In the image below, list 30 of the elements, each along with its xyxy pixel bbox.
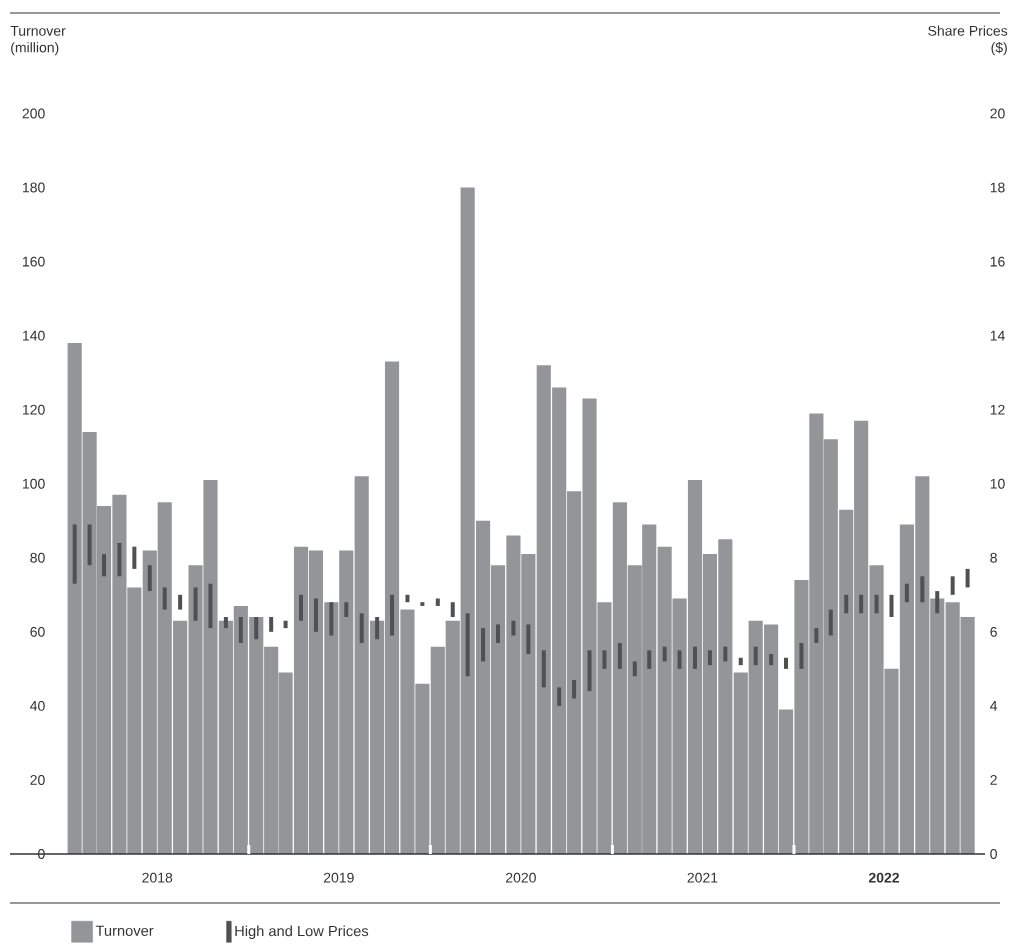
x-tick-label: 2021 (687, 872, 718, 883)
y-tick-label: 100 (23, 478, 45, 489)
x-tick-label: 2020 (506, 872, 536, 883)
legend-label: High and Low Prices (235, 925, 369, 940)
y2-tick-label: 16 (990, 256, 1005, 267)
y2-tick-label: 18 (990, 182, 1005, 193)
y-tick-label: 140 (23, 330, 45, 341)
y2-tick-label: 14 (990, 330, 1005, 341)
y-tick-label: 60 (30, 626, 45, 637)
legend-label: Turnover (95, 925, 154, 936)
y-tick-label: 80 (30, 552, 45, 563)
y-axis-title: Turnover (million) (10, 26, 66, 56)
y2-tick-label: 6 (990, 626, 997, 637)
y-tick-label: 20 (30, 774, 45, 785)
y2-tick-label: 2 (990, 775, 997, 785)
y2-axis-title: Share Prices ($) (928, 25, 1008, 56)
y2-tick-label: 20 (990, 108, 1005, 119)
x-tick-label: 2022 (868, 872, 900, 883)
y-tick-label: 120 (23, 404, 45, 415)
x-tick-label: 2018 (142, 872, 173, 883)
y-tick-label: 200 (22, 108, 45, 119)
y2-tick-label: 10 (990, 478, 1005, 489)
y-tick-label: 40 (30, 700, 45, 711)
y2-tick-label: 8 (990, 552, 997, 563)
y-tick-label: 180 (23, 182, 45, 193)
y-tick-label: 160 (23, 256, 45, 267)
y2-tick-label: 4 (990, 701, 998, 711)
x-tick-label: 2019 (323, 872, 354, 883)
y2-tick-label: 12 (990, 404, 1005, 415)
y2-tick-label: 0 (990, 849, 997, 859)
